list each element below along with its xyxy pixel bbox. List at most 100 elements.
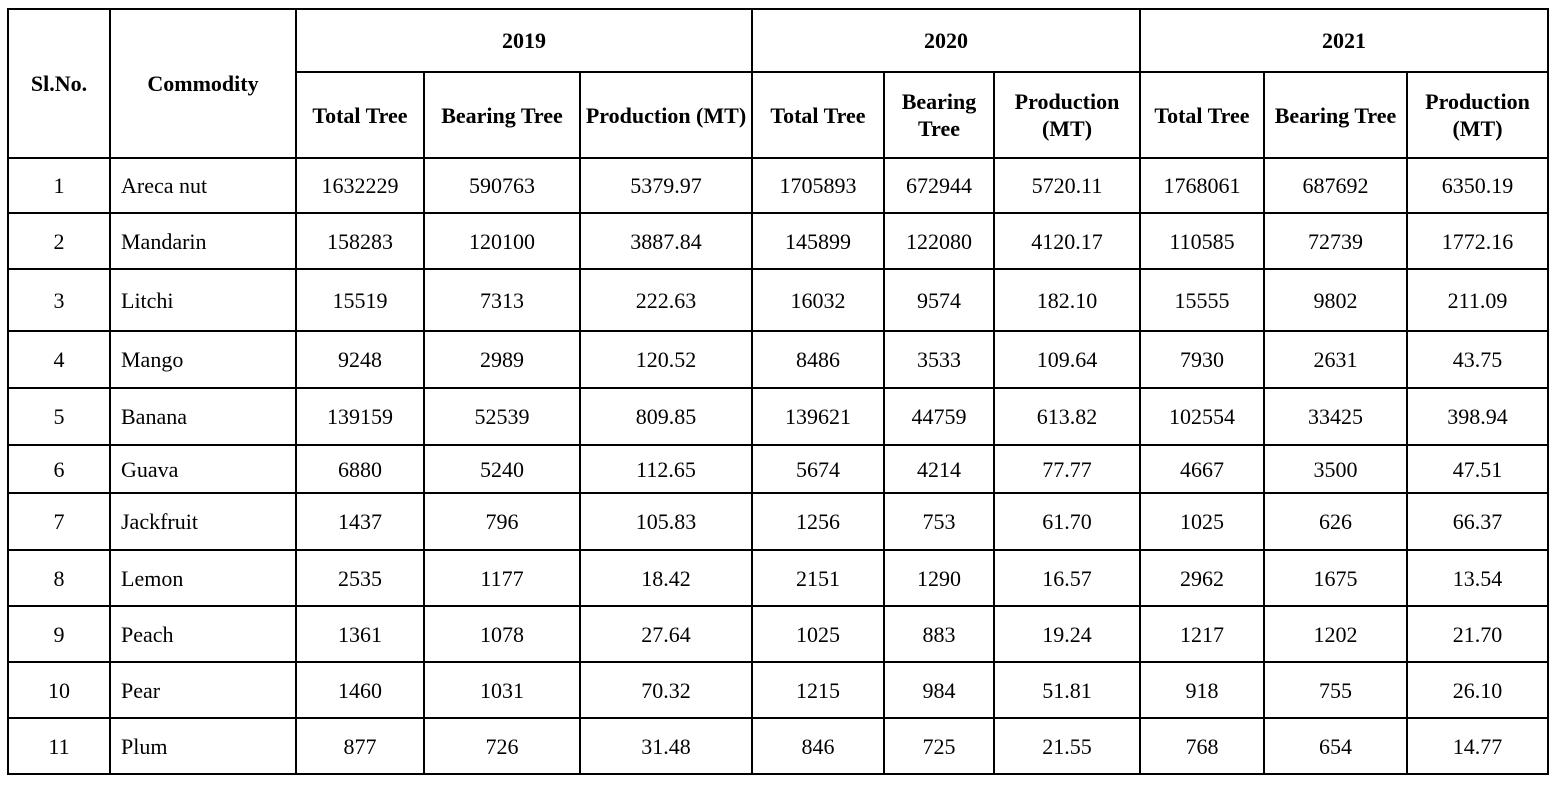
cell-2019-bearing-tree: 7313 [423,268,581,332]
cell-2021-bearing-tree: 9802 [1263,268,1408,332]
cell-2019-bearing-tree: 1031 [423,661,581,719]
cell-2021-total-tree: 102554 [1139,387,1265,446]
header-2021-total-tree: Total Tree [1139,71,1265,159]
cell-2020-total-tree: 2151 [751,549,885,607]
table-row: 8 Lemon 2535 1177 18.42 2151 1290 16.57 2962 1675… [7,549,1549,607]
cell-2020-production: 613.82 [993,387,1141,446]
cell-2020-total-tree: 1025 [751,605,885,663]
cell-commodity: Areca nut [109,157,297,214]
cell-2020-production: 5720.11 [993,157,1141,214]
header-year-2021: 2021 [1139,8,1549,73]
cell-2021-total-tree: 1217 [1139,605,1265,663]
table-row: 11 Plum 877 726 31.48 846 725 21.55 768 654 14.77 [7,717,1549,775]
cell-2021-total-tree: 7930 [1139,330,1265,389]
cell-slno: 11 [7,717,111,775]
cell-2020-total-tree: 139621 [751,387,885,446]
table-row: 7 Jackfruit 1437 796 105.83 1256 753 61.70 1025 6… [7,492,1549,551]
cell-2020-total-tree: 5674 [751,444,885,494]
table-row: 3 Litchi 15519 7313 222.63 16032 9574 182.10 155… [7,268,1549,332]
cell-2020-bearing-tree: 883 [883,605,995,663]
cell-slno: 4 [7,330,111,389]
year-header-row: Sl.No. Commodity 2019 2020 2021 [7,8,1549,159]
cell-2020-production: 51.81 [993,661,1141,719]
cell-2021-bearing-tree: 1202 [1263,605,1408,663]
cell-2019-production: 3887.84 [579,212,753,270]
table-row: 9 Peach 1361 1078 27.64 1025 883 19.24 1217 1202 2… [7,605,1549,663]
cell-2019-bearing-tree: 1177 [423,549,581,607]
cell-2020-total-tree: 1215 [751,661,885,719]
cell-2019-production: 5379.97 [579,157,753,214]
cell-2019-production: 18.42 [579,549,753,607]
cell-2019-total-tree: 1437 [295,492,425,551]
cell-2019-production: 222.63 [579,268,753,332]
cell-2020-production: 19.24 [993,605,1141,663]
cell-2020-total-tree: 1256 [751,492,885,551]
cell-2021-production: 26.10 [1406,661,1549,719]
cell-2020-bearing-tree: 1290 [883,549,995,607]
cell-2020-production: 16.57 [993,549,1141,607]
cell-slno: 10 [7,661,111,719]
table-row: 1 Areca nut 1632229 590763 5379.97 1705893 672… [7,157,1549,214]
cell-commodity: Jackfruit [109,492,297,551]
cell-commodity: Pear [109,661,297,719]
cell-2020-total-tree: 846 [751,717,885,775]
cell-2021-total-tree: 1025 [1139,492,1265,551]
cell-2019-total-tree: 1632229 [295,157,425,214]
header-2021-production: Production (MT) [1406,71,1549,159]
cell-2019-production: 31.48 [579,717,753,775]
cell-2021-bearing-tree: 33425 [1263,387,1408,446]
cell-2020-production: 77.77 [993,444,1141,494]
cell-commodity: Plum [109,717,297,775]
cell-2021-total-tree: 2962 [1139,549,1265,607]
cell-2021-production: 43.75 [1406,330,1549,389]
cell-2021-total-tree: 110585 [1139,212,1265,270]
cell-commodity: Guava [109,444,297,494]
cell-2019-production: 70.32 [579,661,753,719]
cell-2021-bearing-tree: 687692 [1263,157,1408,214]
cell-2021-total-tree: 768 [1139,717,1265,775]
header-2020-total-tree: Total Tree [751,71,885,159]
cell-2019-total-tree: 1460 [295,661,425,719]
cell-2021-bearing-tree: 626 [1263,492,1408,551]
header-2019-production: Production (MT) [579,71,753,159]
cell-2021-bearing-tree: 72739 [1263,212,1408,270]
cell-2019-bearing-tree: 120100 [423,212,581,270]
header-2020-bearing-tree: Bearing Tree [883,71,995,159]
cell-2019-total-tree: 158283 [295,212,425,270]
header-slno: Sl.No. [7,8,111,159]
cell-commodity: Peach [109,605,297,663]
cell-slno: 5 [7,387,111,446]
cell-2021-production: 398.94 [1406,387,1549,446]
cell-2020-bearing-tree: 44759 [883,387,995,446]
header-2019-bearing-tree: Bearing Tree [423,71,581,159]
cell-slno: 9 [7,605,111,663]
cell-2021-total-tree: 4667 [1139,444,1265,494]
table-row: 10 Pear 1460 1031 70.32 1215 984 51.81 918 755 26.… [7,661,1549,719]
cell-2021-production: 211.09 [1406,268,1549,332]
cell-commodity: Mandarin [109,212,297,270]
cell-2020-bearing-tree: 4214 [883,444,995,494]
cell-2019-bearing-tree: 5240 [423,444,581,494]
cell-2019-production: 112.65 [579,444,753,494]
cell-2019-bearing-tree: 726 [423,717,581,775]
table-row: 2 Mandarin 158283 120100 3887.84 145899 122080… [7,212,1549,270]
cell-2021-total-tree: 918 [1139,661,1265,719]
cell-slno: 3 [7,268,111,332]
cell-2020-total-tree: 1705893 [751,157,885,214]
cell-2021-production: 1772.16 [1406,212,1549,270]
cell-slno: 7 [7,492,111,551]
cell-2019-total-tree: 6880 [295,444,425,494]
cell-2021-bearing-tree: 2631 [1263,330,1408,389]
cell-2019-production: 120.52 [579,330,753,389]
cell-2020-bearing-tree: 753 [883,492,995,551]
cell-2020-bearing-tree: 9574 [883,268,995,332]
cell-2019-total-tree: 1361 [295,605,425,663]
table-body: 1 Areca nut 1632229 590763 5379.97 1705893 672… [7,157,1549,775]
cell-2020-production: 61.70 [993,492,1141,551]
cell-2019-bearing-tree: 1078 [423,605,581,663]
header-year-2020: 2020 [751,8,1141,73]
cell-slno: 1 [7,157,111,214]
cell-2021-production: 47.51 [1406,444,1549,494]
cell-2021-bearing-tree: 654 [1263,717,1408,775]
production-table: Sl.No. Commodity 2019 2020 2021 Total Tr… [7,8,1549,775]
